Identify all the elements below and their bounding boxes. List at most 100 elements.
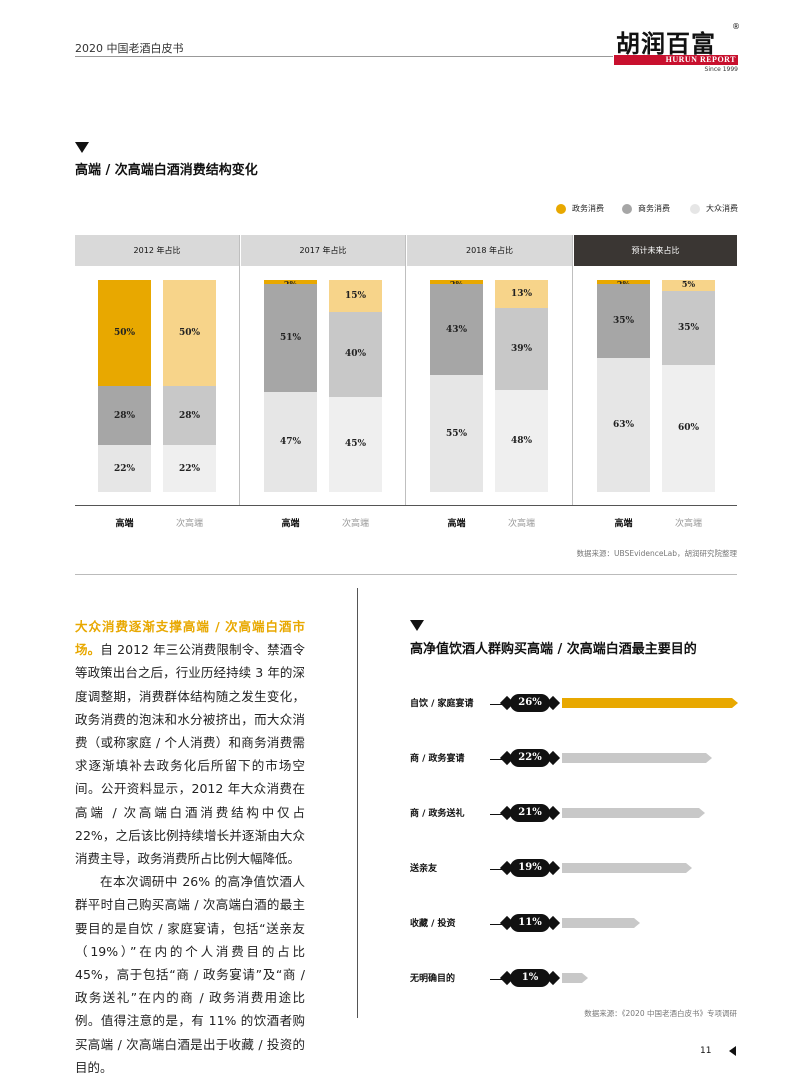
bar-arrow-cap — [732, 698, 738, 708]
bar-segment: 22% — [98, 445, 151, 492]
bar-arrow-cap — [686, 863, 693, 873]
registered-mark: ® — [732, 22, 740, 31]
body-paragraph-1-text: 自 2012 年三公消费限制令、禁酒令等政策出台之后，行业历经持续 3 年的深度… — [75, 642, 305, 867]
bar-segment: 22% — [163, 445, 216, 492]
column-separator — [572, 235, 573, 505]
purpose-value: 11% — [510, 914, 550, 932]
bar-segment: 2% — [597, 280, 650, 288]
purpose-label: 无明确目的 — [410, 974, 456, 984]
purpose-row: 自饮 / 家庭宴请 26% — [410, 692, 740, 716]
bar-segment: 28% — [98, 386, 151, 446]
legend-mass-label: 大众消费 — [706, 204, 738, 213]
bar-category-label: 高端 — [115, 519, 134, 529]
bar-category-label: 次高端 — [674, 519, 702, 529]
bar-segment: 50% — [163, 280, 216, 386]
purpose-value: 1% — [510, 969, 550, 987]
bar-segment: 2% — [430, 280, 483, 288]
chart2-source: 数据来源：《2020 中国老酒白皮书》专项调研 — [584, 1009, 737, 1018]
chart1-source: 数据来源：UBSEvidenceLab，胡润研究院整理 — [576, 549, 737, 558]
bar-category-label: 次高端 — [341, 519, 369, 529]
section-marker-icon — [410, 620, 424, 631]
purpose-label: 自饮 / 家庭宴请 — [410, 699, 474, 709]
logo-chinese-text: 胡润百富 — [616, 30, 716, 58]
page-arrow-icon — [729, 1046, 736, 1056]
legend-government: 政务消费 — [556, 203, 604, 214]
bar-category-label: 次高端 — [507, 519, 535, 529]
hurun-report-logo: 胡润百富 ® HURUN REPORT Since 1999 — [614, 22, 740, 74]
purpose-value: 26% — [510, 694, 550, 712]
column-header: 预计未来占比 — [574, 235, 737, 266]
purpose-value: 22% — [510, 749, 550, 767]
body-paragraph-2: 在本次调研中 26% 的高净值饮酒人群平时自己购买高端 / 次高端白酒的最主要目… — [75, 874, 305, 1073]
section-marker-icon — [75, 142, 89, 153]
bar-segment: 43% — [430, 284, 483, 376]
bar-segment: 63% — [597, 358, 650, 492]
logo-english-text: HURUN REPORT — [665, 55, 736, 64]
bar-segment: 2% — [264, 280, 317, 288]
document-title: 2020 中国老酒白皮书 — [75, 42, 184, 55]
purpose-bar — [562, 698, 738, 708]
page-number: 11 — [700, 1046, 712, 1056]
bar-segment: 39% — [495, 307, 548, 391]
purpose-row: 收藏 / 投资 11% — [410, 912, 740, 936]
purpose-bar — [562, 863, 693, 873]
purpose-row: 商 / 政务宴请 22% — [410, 747, 740, 771]
bar-arrow-cap — [705, 753, 712, 763]
legend-business: 商务消费 — [622, 203, 670, 214]
column-header: 2017 年占比 — [241, 235, 405, 266]
column-header: 2012 年占比 — [75, 235, 239, 266]
purpose-row: 送亲友 19% — [410, 857, 740, 881]
column-separator — [239, 235, 240, 505]
purpose-value: 19% — [510, 859, 550, 877]
chart-baseline — [75, 505, 737, 506]
bar-category-label: 高端 — [447, 519, 466, 529]
bar-segment: 35% — [597, 284, 650, 359]
bar-segment: 50% — [98, 280, 151, 386]
bar-segment: 48% — [495, 390, 548, 492]
bar-arrow-cap — [582, 973, 588, 983]
purpose-label: 送亲友 — [410, 864, 438, 874]
bar-arrow-cap — [633, 918, 640, 928]
purpose-label: 商 / 政务宴请 — [410, 754, 465, 764]
purpose-row: 无明确目的 1% — [410, 967, 740, 991]
purpose-label: 商 / 政务送礼 — [410, 809, 465, 819]
header-rule — [75, 56, 613, 57]
column-separator — [405, 235, 406, 505]
bar-segment: 28% — [163, 386, 216, 446]
purpose-bar — [562, 753, 712, 763]
logo-red-bar — [614, 55, 738, 65]
chart1-title: 高端 / 次高端白酒消费结构变化 — [75, 163, 258, 178]
bar-segment: 60% — [662, 364, 715, 492]
bar-segment: 47% — [264, 392, 317, 492]
column-header: 2018 年占比 — [407, 235, 572, 266]
legend-business-label: 商务消费 — [638, 204, 670, 213]
bar-segment: 45% — [329, 396, 382, 492]
body-highlight: 大众消费逐渐支撑高端 / 次高端白酒市场。 — [75, 619, 305, 658]
body-text: 大众消费逐渐支撑高端 / 次高端白酒市场。自 2012 年三公消费限制令、禁酒令… — [75, 615, 305, 1073]
section-divider — [75, 574, 737, 575]
bar-segment: 51% — [264, 284, 317, 393]
bar-category-label: 高端 — [281, 519, 300, 529]
purpose-row: 商 / 政务送礼 21% — [410, 802, 740, 826]
column-divider — [357, 588, 358, 1018]
purpose-value: 21% — [510, 804, 550, 822]
bar-category-label: 高端 — [614, 519, 633, 529]
legend-business-dot — [622, 203, 632, 214]
purpose-bar — [562, 918, 640, 928]
purpose-label: 收藏 / 投资 — [410, 919, 456, 929]
bar-segment: 40% — [329, 311, 382, 397]
legend-mass: 大众消费 — [690, 203, 738, 214]
purpose-bar — [562, 973, 588, 983]
legend-mass-dot — [690, 203, 700, 214]
bar-segment: 35% — [662, 290, 715, 365]
bar-category-label: 次高端 — [175, 519, 203, 529]
bar-segment: 5% — [662, 280, 715, 291]
bar-segment: 55% — [430, 375, 483, 492]
logo-since-text: Since 1999 — [704, 66, 738, 73]
chart2-title: 高净值饮酒人群购买高端 / 次高端白酒最主要目的 — [410, 642, 697, 657]
legend-government-label: 政务消费 — [572, 204, 604, 213]
bar-arrow-cap — [699, 808, 706, 818]
bar-segment: 13% — [495, 280, 548, 308]
legend-government-dot — [556, 203, 566, 214]
body-paragraph-1: 大众消费逐渐支撑高端 / 次高端白酒市场。自 2012 年三公消费限制令、禁酒令… — [75, 615, 305, 870]
